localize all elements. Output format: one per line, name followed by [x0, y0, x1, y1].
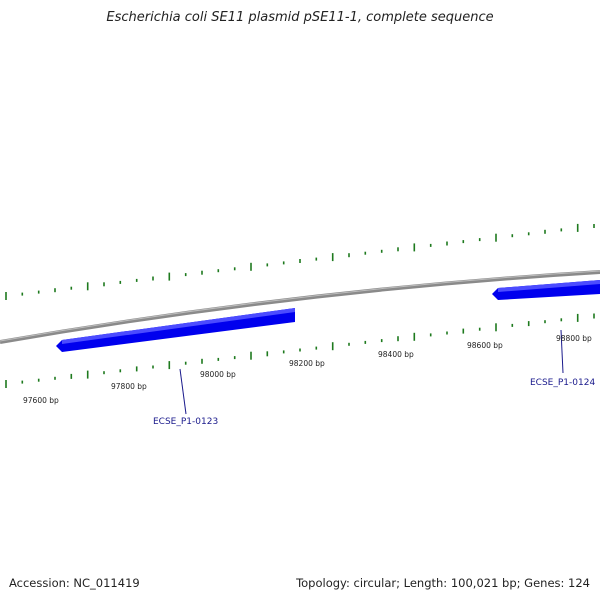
gene-label-ecse-p1-0123: ECSE_P1-0123: [153, 417, 218, 427]
accession-text: Accession: NC_011419: [9, 576, 140, 590]
gene-ecse-p1-0123[interactable]: ECSE_P1-0123: [56, 308, 295, 427]
topology-summary: Topology: circular; Length: 100,021 bp; …: [296, 576, 590, 590]
map-title: Escherichia coli SE11 plasmid pSE11-1, c…: [106, 10, 494, 25]
gene-label-ecse-p1-0124: ECSE_P1-0124: [530, 378, 595, 388]
inner-gc-ticks: [5, 313, 595, 388]
tick-label: 98400 bp: [378, 350, 414, 359]
tick-label: 98000 bp: [200, 370, 236, 379]
tick-label: 97600 bp: [23, 396, 59, 405]
sequence-backbone: [0, 270, 600, 344]
outer-gc-ticks: [5, 223, 595, 300]
tick-label: 98200 bp: [289, 359, 325, 368]
position-tick-labels: 97600 bp 97800 bp 98000 bp 98200 bp 9840…: [23, 334, 592, 405]
tick-label: 98800 bp: [556, 334, 592, 343]
tick-label: 98600 bp: [467, 341, 503, 350]
tick-label: 97800 bp: [111, 382, 147, 391]
gene-ecse-p1-0124[interactable]: ECSE_P1-0124: [492, 280, 600, 388]
